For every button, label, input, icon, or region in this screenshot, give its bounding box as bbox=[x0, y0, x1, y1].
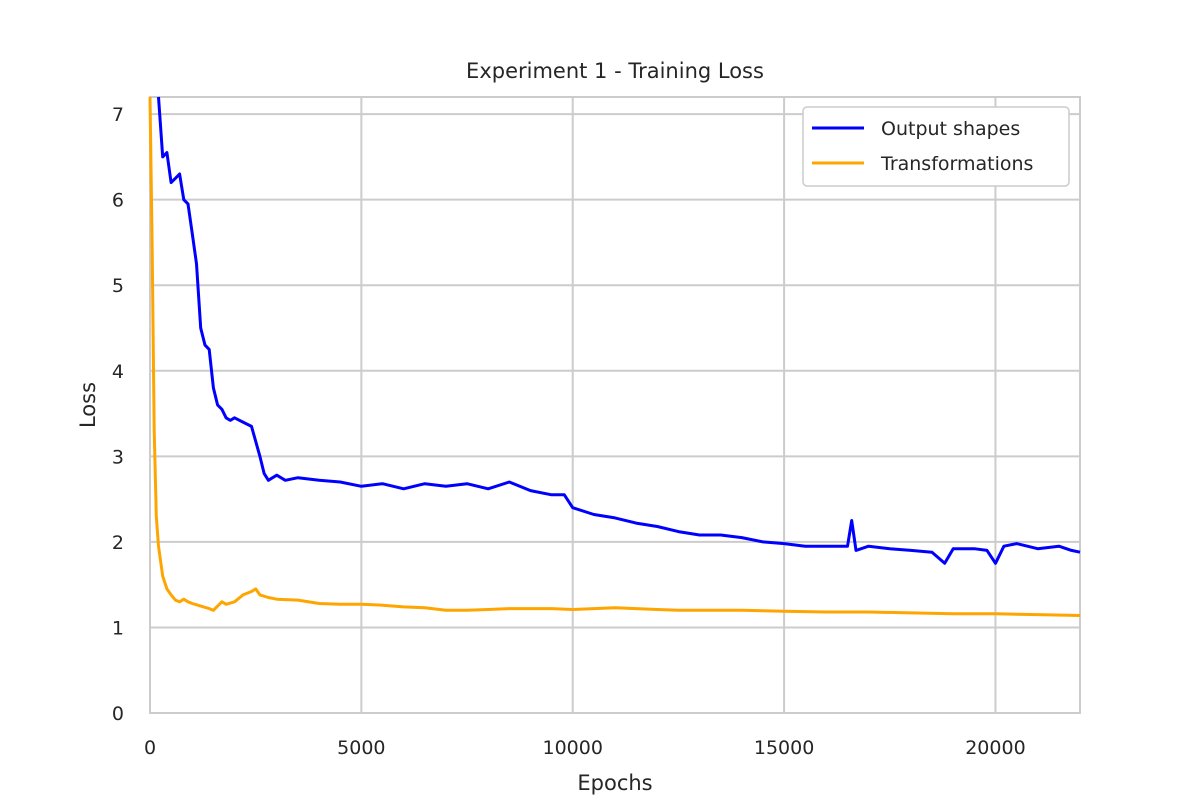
x-tick-label: 0 bbox=[144, 737, 156, 759]
y-tick-label: 6 bbox=[112, 190, 124, 212]
plot-frame bbox=[149, 96, 1081, 714]
x-tick-label: 10000 bbox=[543, 737, 603, 759]
y-tick-label: 3 bbox=[112, 446, 124, 468]
y-tick-labels: 0 1 2 3 4 5 6 7 bbox=[112, 104, 124, 725]
legend: Output shapes Transformations bbox=[802, 106, 1070, 187]
y-tick-label: 4 bbox=[112, 361, 124, 383]
legend-box bbox=[802, 106, 1070, 187]
legend-label-transformations: Transformations bbox=[880, 153, 1033, 175]
y-tick-label: 5 bbox=[112, 275, 124, 297]
series-lines bbox=[148, 96, 1081, 617]
y-tick-label: 0 bbox=[112, 703, 124, 725]
chart-title: Experiment 1 - Training Loss bbox=[466, 59, 764, 83]
x-axis-title: Epochs bbox=[577, 771, 652, 795]
x-tick-label: 15000 bbox=[754, 737, 814, 759]
series-line-output-shapes bbox=[157, 96, 1081, 565]
series-line-transformations bbox=[148, 96, 1081, 617]
x-tick-label: 5000 bbox=[337, 737, 385, 759]
y-tick-label: 7 bbox=[112, 104, 124, 126]
y-tick-label: 1 bbox=[112, 617, 124, 639]
x-tick-label: 20000 bbox=[965, 737, 1025, 759]
y-tick-label: 2 bbox=[112, 532, 124, 554]
y-axis-title: Loss bbox=[76, 382, 100, 428]
x-tick-labels: 0 5000 10000 15000 20000 bbox=[144, 737, 1026, 759]
legend-label-output-shapes: Output shapes bbox=[881, 118, 1020, 140]
grid bbox=[149, 97, 1080, 714]
